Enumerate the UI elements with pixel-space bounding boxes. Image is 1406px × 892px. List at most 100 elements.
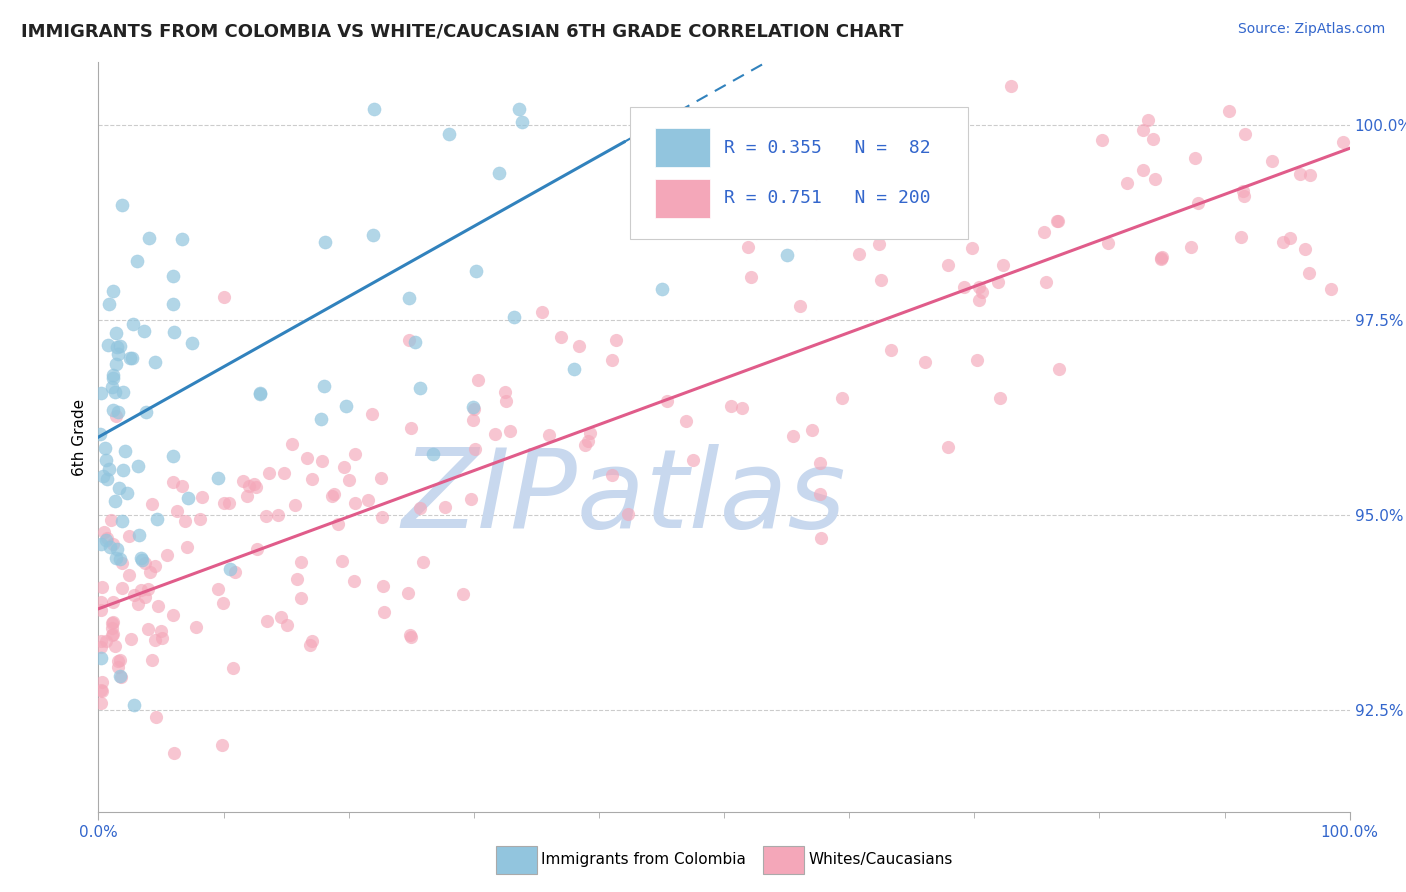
Point — [162, 297, 184, 311]
Point — [249, 387, 271, 401]
Point — [720, 399, 742, 413]
Point — [494, 384, 516, 399]
Point — [1150, 252, 1173, 267]
Point — [107, 660, 129, 674]
Point — [1233, 189, 1256, 203]
Point — [146, 512, 169, 526]
Point — [1000, 78, 1022, 93]
Point — [914, 355, 936, 369]
Point — [800, 423, 823, 437]
Point — [122, 317, 145, 331]
Point — [1320, 282, 1343, 296]
Point — [103, 371, 125, 385]
Point — [650, 282, 672, 296]
Point — [181, 335, 204, 350]
Text: Source: ZipAtlas.com: Source: ZipAtlas.com — [1237, 22, 1385, 37]
Point — [370, 470, 392, 484]
Point — [94, 533, 117, 548]
Point — [118, 529, 141, 543]
Point — [1331, 135, 1354, 149]
Point — [176, 540, 198, 554]
Point — [576, 434, 599, 449]
Point — [568, 339, 591, 353]
Point — [129, 550, 152, 565]
Point — [740, 270, 762, 285]
Point — [987, 275, 1010, 289]
Point — [122, 698, 145, 712]
Point — [104, 357, 127, 371]
Point — [174, 514, 197, 528]
Point — [437, 127, 460, 141]
Point — [104, 326, 127, 341]
Point — [125, 254, 148, 268]
Text: R = 0.751   N = 200: R = 0.751 N = 200 — [724, 189, 931, 207]
Point — [827, 136, 849, 150]
Point — [152, 631, 174, 645]
Point — [207, 471, 229, 485]
Point — [90, 650, 112, 665]
Point — [96, 532, 118, 546]
Point — [1152, 250, 1174, 264]
Point — [1294, 242, 1316, 256]
Point — [101, 368, 124, 383]
Point — [408, 501, 430, 516]
Point — [938, 440, 960, 454]
Point — [1047, 214, 1070, 228]
Point — [330, 554, 353, 568]
Point — [141, 497, 163, 511]
Point — [101, 595, 124, 609]
FancyBboxPatch shape — [655, 178, 710, 218]
Point — [1045, 214, 1067, 228]
Point — [107, 654, 129, 668]
Point — [98, 297, 121, 311]
Point — [101, 627, 124, 641]
Point — [412, 556, 434, 570]
Point — [93, 442, 115, 456]
Point — [96, 472, 118, 486]
Point — [232, 475, 254, 489]
Point — [104, 639, 127, 653]
Point — [991, 258, 1014, 272]
Point — [98, 540, 121, 554]
Point — [103, 537, 125, 551]
Point — [936, 259, 959, 273]
Point — [90, 675, 112, 690]
Point — [396, 586, 419, 600]
Point — [335, 399, 357, 413]
Point — [134, 591, 156, 605]
Point — [373, 605, 395, 619]
Point — [675, 414, 697, 428]
Point — [108, 653, 131, 667]
Point — [135, 404, 157, 418]
Point — [145, 710, 167, 724]
Point — [212, 596, 235, 610]
Point — [461, 413, 484, 427]
Point — [1233, 127, 1256, 141]
Point — [101, 616, 124, 631]
Point — [1299, 168, 1322, 182]
Point — [503, 310, 526, 325]
Point — [114, 444, 136, 458]
Point — [107, 404, 129, 418]
Point — [177, 491, 200, 506]
Point — [960, 241, 983, 255]
Point — [121, 351, 143, 366]
Point — [1047, 362, 1070, 376]
Point — [111, 581, 134, 595]
Point — [463, 401, 485, 416]
Point — [90, 537, 112, 551]
Point — [574, 438, 596, 452]
Point — [219, 562, 242, 576]
FancyBboxPatch shape — [630, 107, 969, 238]
Point — [600, 467, 623, 482]
Point — [399, 421, 422, 435]
Point — [162, 269, 184, 284]
Point — [804, 227, 827, 241]
Point — [363, 102, 385, 116]
Point — [172, 479, 194, 493]
Point — [118, 351, 141, 366]
Point — [91, 581, 114, 595]
Point — [952, 280, 974, 294]
Point — [129, 582, 152, 597]
Point — [326, 517, 349, 532]
